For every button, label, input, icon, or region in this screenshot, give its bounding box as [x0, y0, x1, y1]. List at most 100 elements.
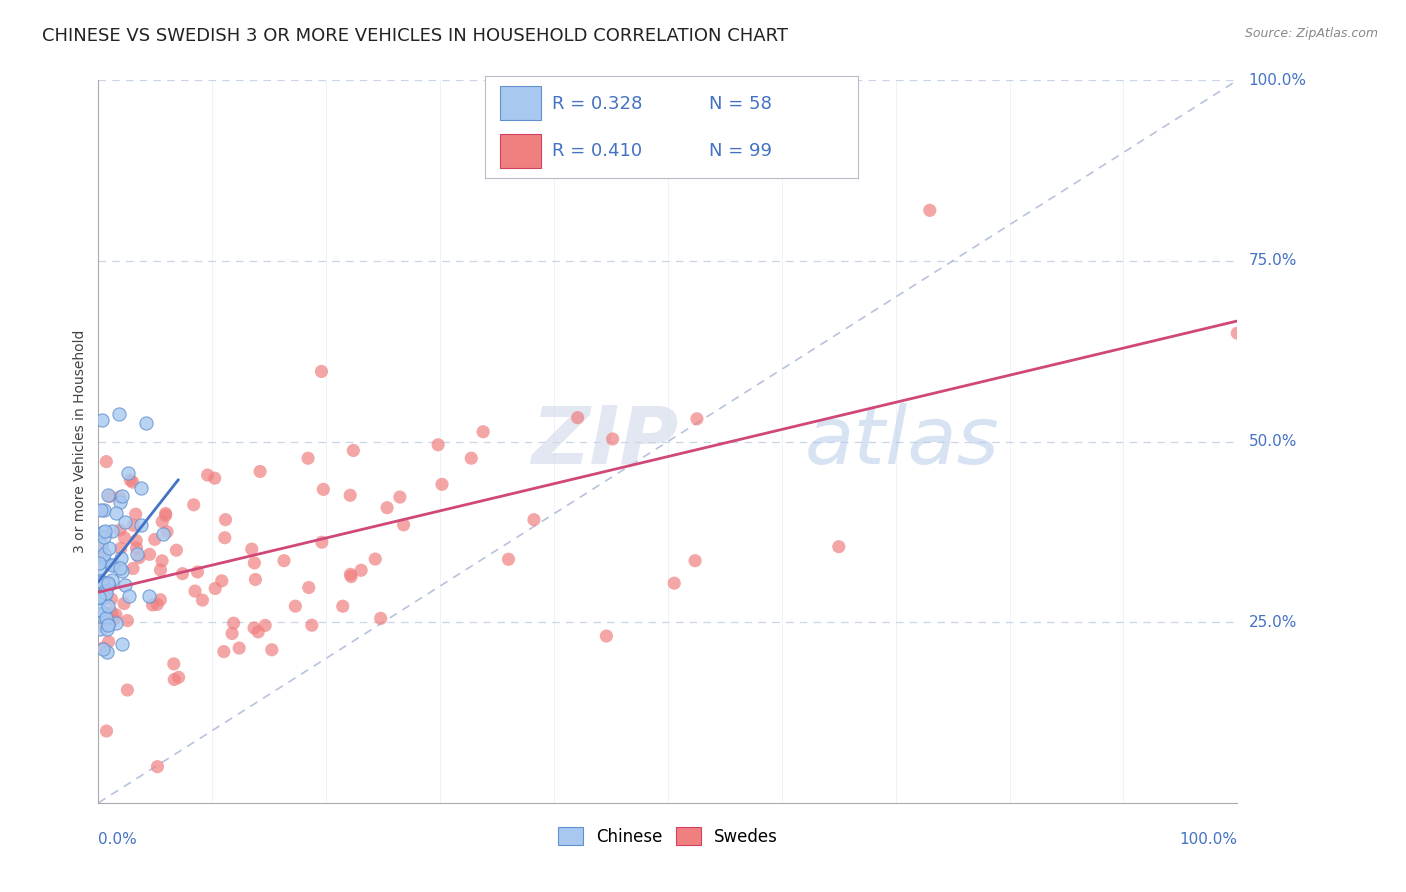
- Point: [163, 657, 186, 671]
- Point: [125, 548, 148, 562]
- Point: [93, 531, 115, 545]
- Text: R = 0.410: R = 0.410: [553, 142, 643, 160]
- Point: [96, 455, 118, 469]
- Point: [96, 724, 118, 739]
- Point: [342, 443, 364, 458]
- Point: [125, 541, 148, 555]
- Point: [108, 523, 131, 537]
- Point: [101, 558, 124, 572]
- Point: [112, 531, 135, 545]
- Point: [298, 581, 321, 595]
- Point: [392, 517, 415, 532]
- Point: [149, 592, 172, 607]
- Point: [301, 618, 323, 632]
- Point: [104, 616, 127, 631]
- Point: [108, 495, 131, 509]
- Point: [460, 451, 482, 466]
- Point: [146, 760, 169, 774]
- Point: [91, 525, 114, 540]
- Point: [100, 592, 122, 607]
- Point: [122, 518, 145, 533]
- Point: [111, 489, 134, 503]
- Point: [567, 410, 589, 425]
- Point: [686, 412, 709, 426]
- Point: [370, 611, 392, 625]
- Point: [97, 599, 120, 613]
- Point: [108, 407, 131, 421]
- Point: [163, 673, 186, 687]
- Point: [146, 598, 169, 612]
- Point: [364, 552, 387, 566]
- Text: 50.0%: 50.0%: [1249, 434, 1298, 449]
- Point: [97, 616, 120, 631]
- Point: [93, 503, 115, 517]
- Point: [150, 554, 173, 568]
- Point: [211, 574, 233, 588]
- Text: ZIP: ZIP: [531, 402, 679, 481]
- Point: [297, 451, 319, 466]
- Point: [125, 533, 148, 548]
- Point: [110, 550, 132, 565]
- Point: [191, 593, 214, 607]
- Point: [138, 547, 160, 561]
- Point: [111, 564, 134, 578]
- Point: [284, 599, 307, 614]
- Point: [90, 413, 112, 427]
- Point: [89, 603, 111, 617]
- Point: [93, 606, 115, 620]
- Point: [243, 621, 266, 635]
- Point: [97, 634, 120, 648]
- Point: [120, 473, 142, 487]
- Point: [828, 540, 851, 554]
- Text: atlas: atlas: [804, 402, 1000, 481]
- Point: [97, 618, 120, 632]
- Point: [149, 563, 172, 577]
- Point: [214, 531, 236, 545]
- Point: [96, 645, 118, 659]
- Point: [91, 641, 114, 656]
- Text: N = 58: N = 58: [709, 95, 772, 112]
- Point: [125, 507, 148, 521]
- Point: [184, 584, 207, 599]
- Point: [98, 579, 121, 593]
- Point: [101, 573, 124, 587]
- Point: [523, 513, 546, 527]
- Point: [141, 598, 163, 612]
- Point: [129, 481, 152, 495]
- Point: [260, 642, 283, 657]
- Point: [498, 552, 520, 566]
- Bar: [501, 135, 541, 168]
- Point: [212, 645, 235, 659]
- Point: [222, 616, 245, 631]
- Point: [90, 574, 112, 589]
- Point: [89, 591, 111, 605]
- Point: [350, 563, 373, 577]
- Bar: [501, 87, 541, 120]
- Point: [96, 622, 118, 636]
- Point: [240, 542, 263, 557]
- Point: [94, 584, 117, 599]
- Point: [100, 605, 122, 619]
- Point: [155, 508, 177, 523]
- Point: [90, 539, 112, 553]
- Point: [339, 567, 361, 582]
- Point: [98, 490, 121, 504]
- Text: 100.0%: 100.0%: [1249, 73, 1306, 87]
- Point: [332, 599, 354, 614]
- Text: 0.0%: 0.0%: [98, 831, 138, 847]
- Point: [111, 637, 134, 651]
- Point: [595, 629, 617, 643]
- Point: [128, 550, 150, 565]
- Point: [117, 466, 139, 480]
- Point: [97, 577, 120, 591]
- Point: [472, 425, 495, 439]
- Point: [186, 565, 208, 579]
- Point: [131, 518, 153, 533]
- Point: [89, 576, 111, 591]
- Text: N = 99: N = 99: [709, 142, 772, 160]
- Point: [165, 543, 187, 558]
- Y-axis label: 3 or more Vehicles in Household: 3 or more Vehicles in Household: [73, 330, 87, 553]
- Point: [311, 364, 333, 378]
- Point: [918, 203, 941, 218]
- Point: [243, 556, 266, 570]
